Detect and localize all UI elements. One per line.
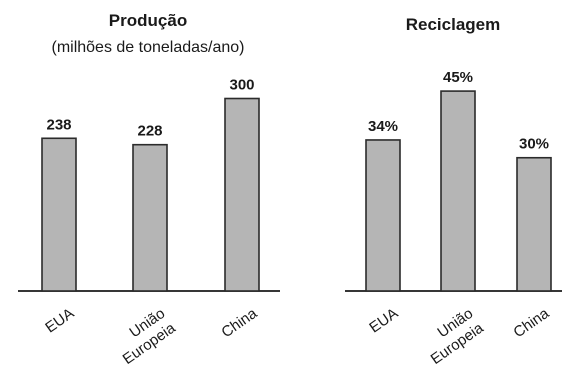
- recycling-category-label-china: China: [510, 305, 552, 342]
- production-chart-subtitle: (milhões de toneladas/ano): [51, 39, 244, 56]
- recycling-category-label-eua: EUA: [366, 305, 401, 337]
- recycling-value-label-uniao-europeia: 45%: [443, 69, 473, 86]
- recycling-category-text-eua-0: EUA: [366, 305, 401, 337]
- production-category-label-china: China: [218, 305, 260, 342]
- production-bar-china: [224, 97, 260, 292]
- recycling-bar-china: [516, 156, 552, 292]
- production-chart-title: Produção: [109, 11, 187, 30]
- recycling-bar-uniao-europeia: [440, 90, 476, 292]
- production-category-label-eua: EUA: [42, 305, 77, 337]
- production-value-label-uniao-europeia: 228: [137, 123, 162, 140]
- production-category-text-eua-0: EUA: [42, 305, 77, 337]
- recycling-category-text-china-0: China: [510, 305, 552, 342]
- production-value-label-eua: 238: [46, 116, 71, 133]
- recycling-value-label-china: 30%: [519, 136, 549, 153]
- recycling-bar-eua: [365, 139, 401, 292]
- production-bar-eua: [41, 137, 77, 292]
- production-category-text-china-0: China: [218, 305, 260, 342]
- production-bar-uniao-europeia: [132, 143, 168, 292]
- production-value-label-china: 300: [229, 77, 254, 94]
- recycling-chart-title: Reciclagem: [406, 15, 501, 34]
- recycling-value-label-eua: 34%: [368, 118, 398, 135]
